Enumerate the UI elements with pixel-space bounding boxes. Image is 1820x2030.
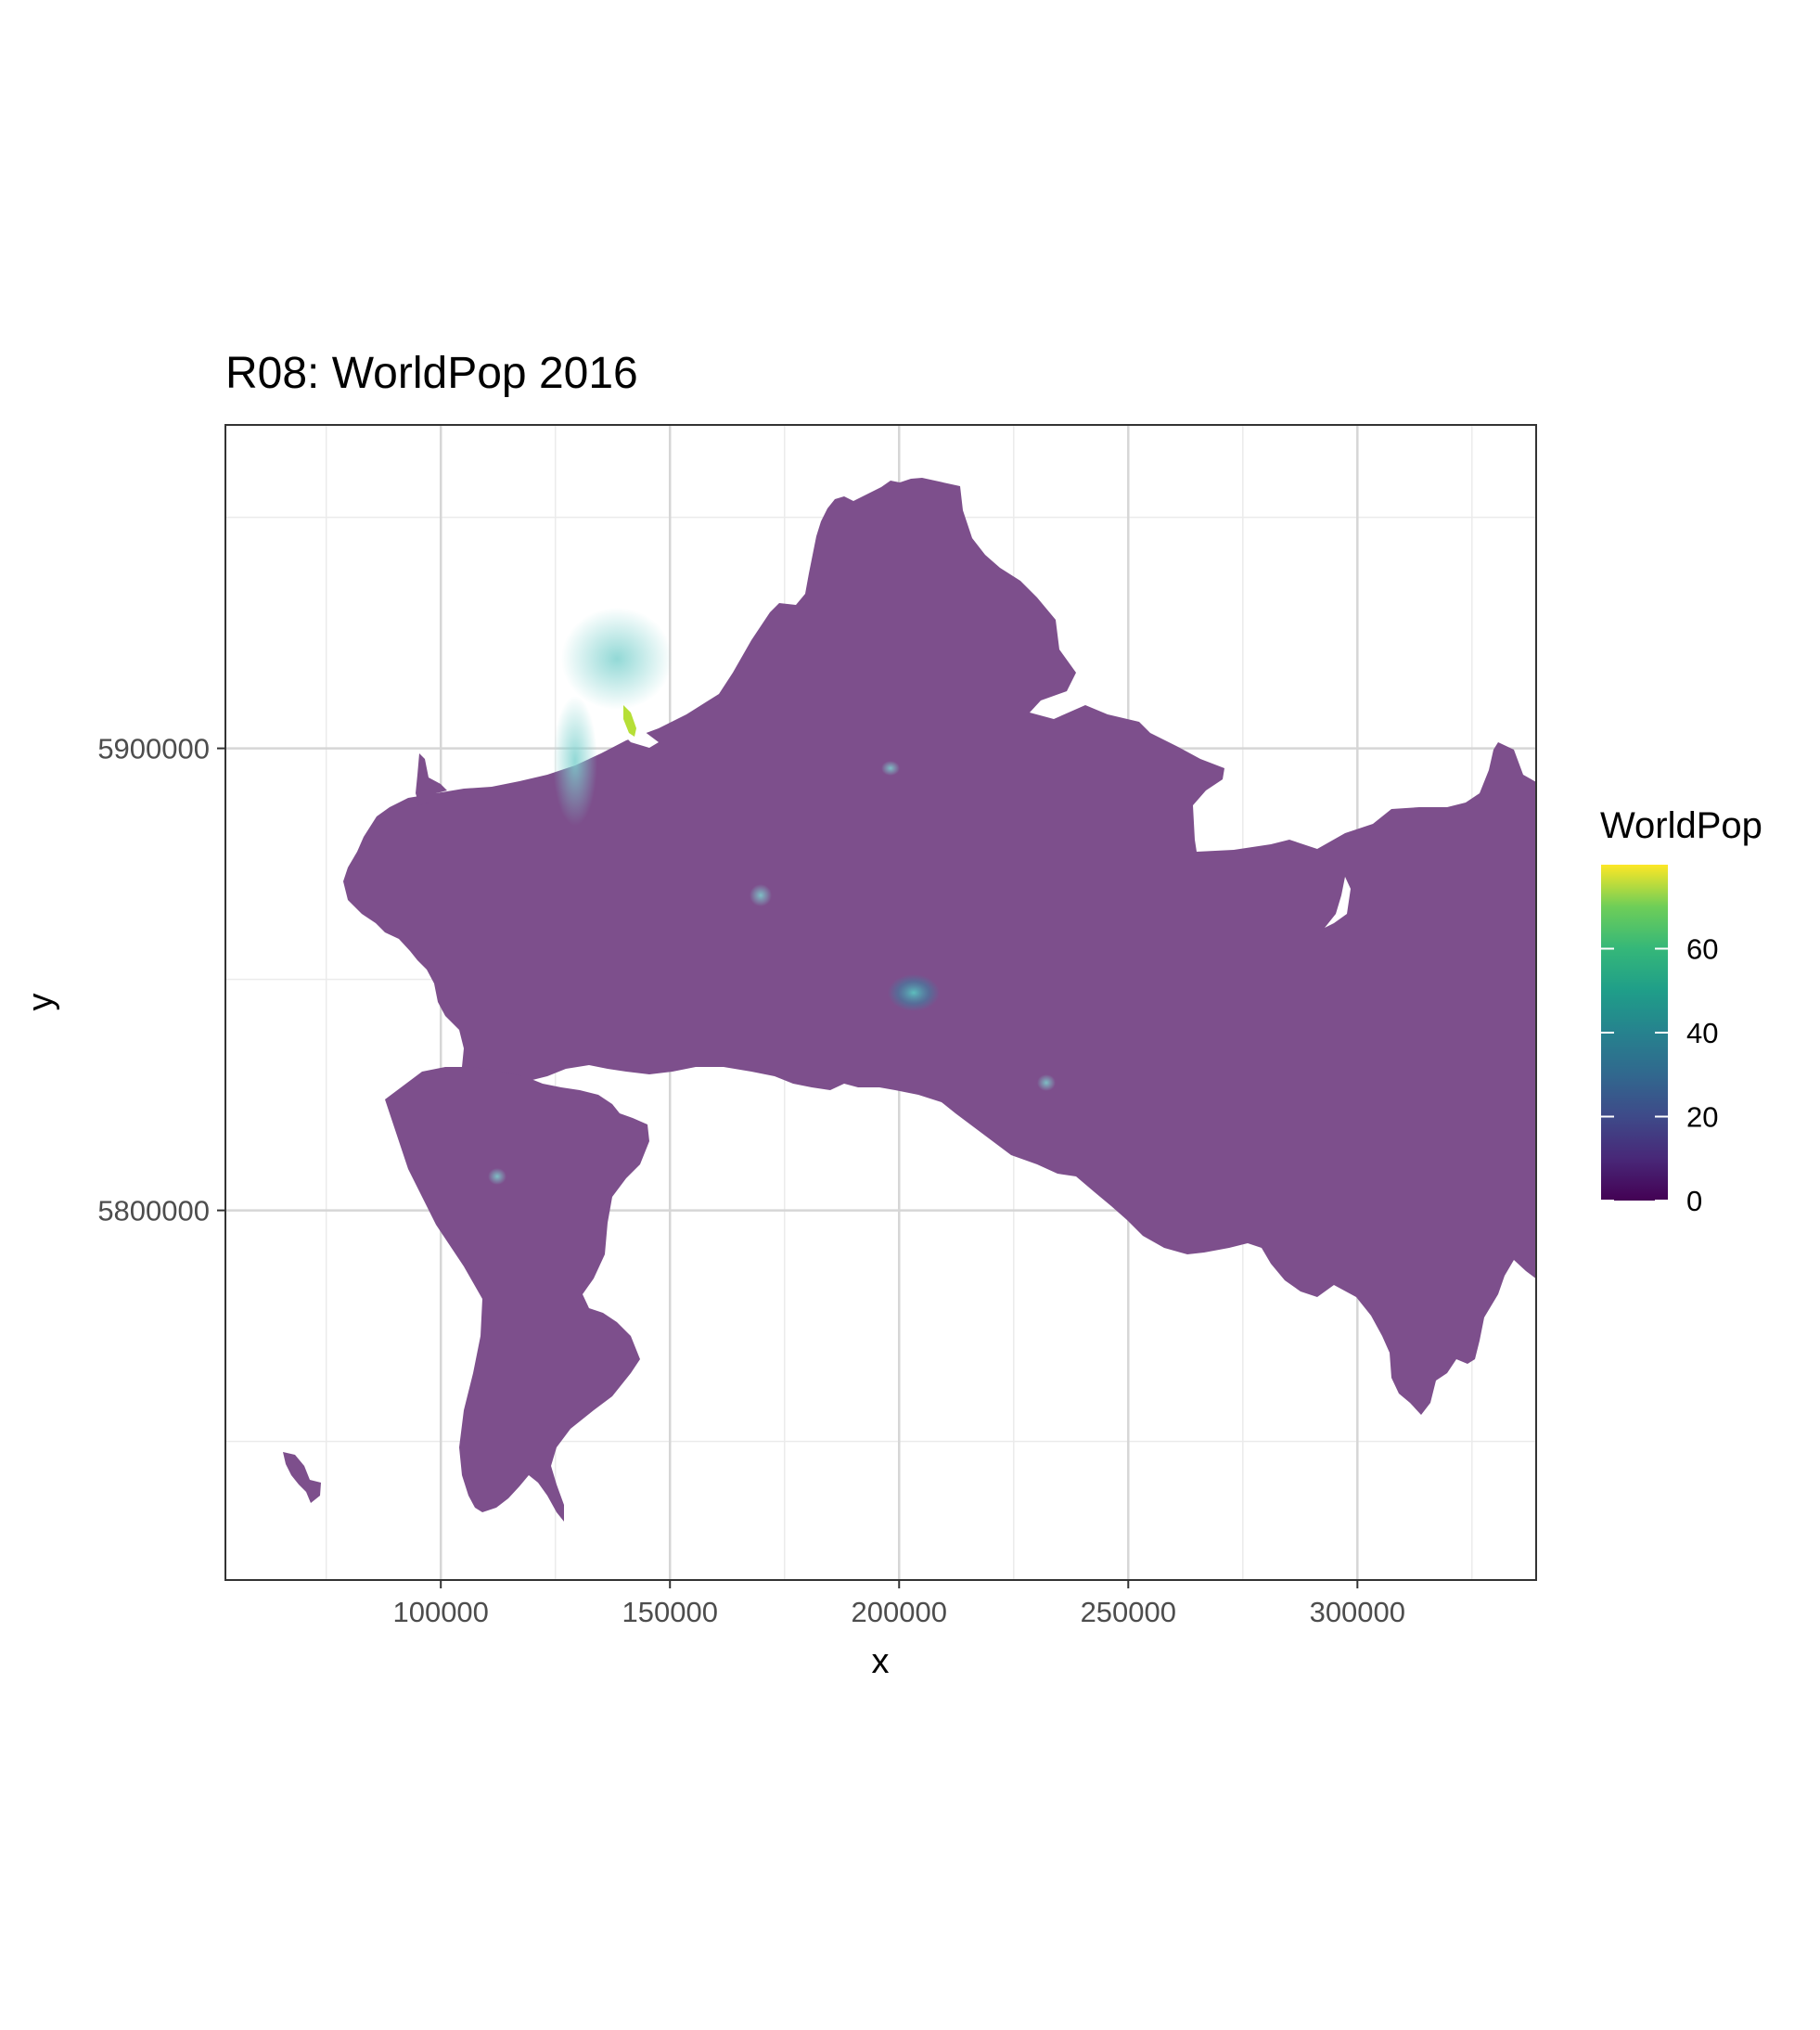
chart-title: R08: WorldPop 2016 [225, 349, 638, 398]
legend: WorldPop 0 20 40 60 [1600, 805, 1762, 1217]
x-tick-label: 300000 [1310, 1596, 1405, 1628]
hotspot-coastal-strip [553, 696, 597, 826]
x-tick-label: 200000 [852, 1596, 947, 1628]
x-axis: 100000 150000 200000 250000 300000 [392, 1580, 1405, 1628]
legend-tick-label: 40 [1686, 1017, 1718, 1049]
hotspot-small-4 [881, 761, 900, 776]
plot-panel-border [224, 424, 1537, 1581]
x-tick-label: 150000 [622, 1596, 718, 1628]
hotspot-inland-city [888, 974, 940, 1011]
legend-tick-label: 0 [1686, 1185, 1702, 1217]
y-axis-label: y [21, 994, 60, 1011]
legend-tick-label: 60 [1686, 933, 1718, 966]
region-raster [283, 478, 1536, 1522]
region-island-north [416, 753, 447, 805]
region-island-south [283, 1452, 321, 1503]
hotspot-peak [623, 705, 636, 737]
y-tick-label: 5800000 [97, 1195, 210, 1227]
x-tick-label: 100000 [392, 1596, 488, 1628]
hotspot-coastal-city [561, 608, 673, 710]
x-tick-label: 250000 [1081, 1596, 1176, 1628]
hotspot-small-3 [488, 1168, 506, 1185]
legend-title: WorldPop [1600, 805, 1762, 846]
region-southern-peninsula [385, 1067, 649, 1522]
hotspot-small-2 [1037, 1074, 1056, 1091]
y-axis: 5800000 5900000 [97, 733, 225, 1227]
lake-cutout [1325, 877, 1351, 928]
legend-ticks: 0 20 40 60 [1601, 933, 1718, 1217]
region-mainland [343, 478, 1536, 1415]
x-axis-label: x [872, 1642, 890, 1681]
y-tick-label: 5900000 [97, 733, 210, 765]
legend-tick-label: 20 [1686, 1101, 1718, 1134]
hotspot-small-1 [750, 884, 772, 906]
